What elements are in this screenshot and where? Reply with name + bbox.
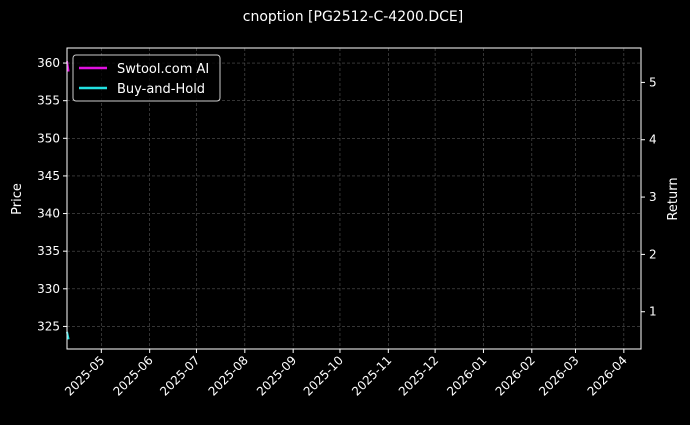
x-tick-label: 2026-04 [585,353,630,398]
x-tick-label: 2026-01 [444,353,489,398]
plot-frame [66,47,642,350]
y-axis-label-right: Return [666,177,681,220]
y-tick-label-right: 2 [649,247,657,261]
y-tick-label-left: 335 [37,244,60,258]
x-tick-label: 2026-03 [536,353,581,398]
legend: Swtool.com AI Buy-and-Hold [72,54,221,102]
y-axis-label-left: Price [10,183,25,215]
grid [67,48,641,349]
y-tick-label-left: 345 [37,169,60,183]
x-tick-label: 2025-08 [206,353,251,398]
y-tick-label-left: 355 [37,94,60,108]
x-tick-label: 2025-12 [396,353,441,398]
y-tick-label-left: 350 [37,131,60,145]
x-tick-label: 2025-06 [110,353,155,398]
legend-label-swtool: Swtool.com AI [117,62,209,77]
x-tick-label: 2025-10 [301,353,346,398]
x-tick-label: 2025-09 [254,353,299,398]
y-tick-label-left: 340 [37,207,60,221]
y-tick-label-right: 1 [649,305,657,319]
y-tick-label-right: 5 [649,75,657,89]
y-tick-label-left: 360 [37,56,60,70]
x-tick-label: 2025-07 [157,353,202,398]
y-tick-label-right: 4 [649,133,657,147]
y-tick-label-left: 330 [37,282,60,296]
y-tick-label-left: 325 [37,319,60,333]
legend-label-buy-and-hold: Buy-and-Hold [117,82,205,97]
x-tick-label: 2025-11 [349,353,394,398]
legend-box [72,54,221,102]
chart-title: cnoption [PG2512-C-4200.DCE] [243,9,464,25]
y-tick-label-right: 3 [649,190,657,204]
x-tick-label: 2025-05 [62,353,107,398]
x-tick-label: 2026-02 [493,353,538,398]
